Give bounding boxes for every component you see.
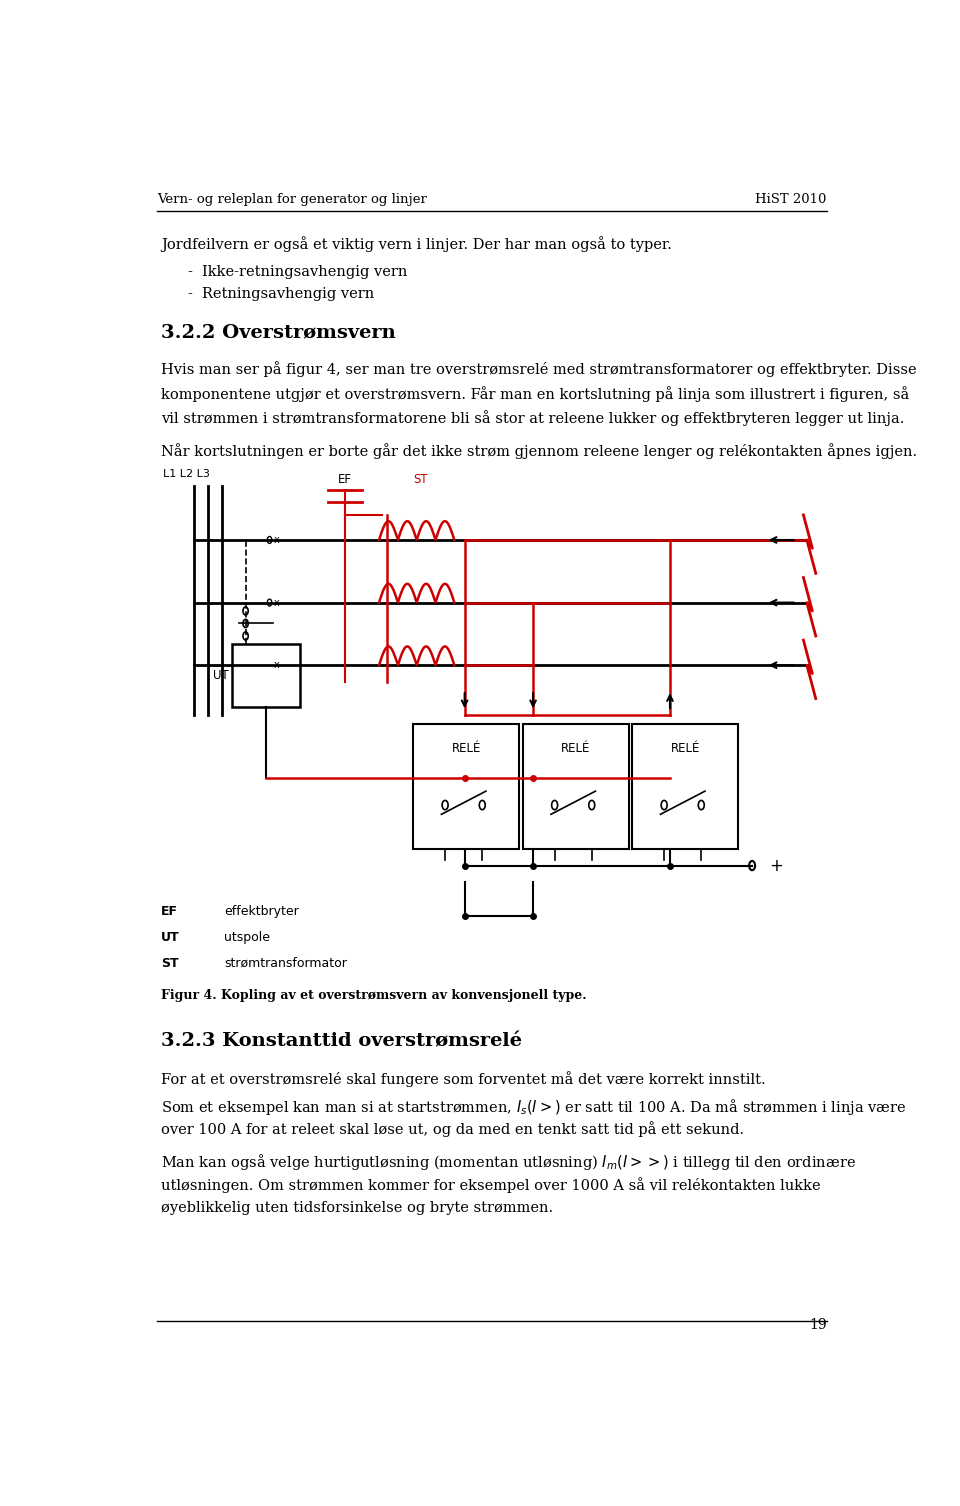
Text: Man kan også velge hurtigutløsning (momentan utløsning) $I_m(I>>)$ i tillegg til: Man kan også velge hurtigutløsning (mome… — [161, 1152, 855, 1173]
Text: RELÉ: RELÉ — [562, 742, 590, 755]
Text: -: - — [187, 288, 192, 301]
Text: Som et eksempel kan man si at startstrømmen, $I_s(I>)$ er satt til 100 A. Da må : Som et eksempel kan man si at startstrøm… — [161, 1096, 906, 1117]
Text: over 100 A for at releet skal løse ut, og da med en tenkt satt tid på ett sekund: over 100 A for at releet skal løse ut, o… — [161, 1120, 744, 1137]
Text: Hvis man ser på figur 4, ser man tre overstrømsrelé med strømtransformatorer og : Hvis man ser på figur 4, ser man tre ove… — [161, 361, 917, 378]
Text: Figur 4. Kopling av et overstrømsvern av konvensjonell type.: Figur 4. Kopling av et overstrømsvern av… — [161, 989, 587, 1001]
Text: EF: EF — [161, 905, 178, 919]
Text: RELÉ: RELÉ — [671, 742, 700, 755]
Text: EF: EF — [338, 473, 351, 486]
Text: 3.2.2 Overstrømsvern: 3.2.2 Overstrømsvern — [161, 324, 396, 342]
Text: ST: ST — [413, 473, 427, 486]
Text: Jordfeilvern er også et viktig vern i linjer. Der har man også to typer.: Jordfeilvern er også et viktig vern i li… — [161, 236, 672, 253]
Text: x: x — [274, 660, 279, 670]
Text: HiST 2010: HiST 2010 — [756, 193, 827, 206]
Text: For at et overstrømsrelé skal fungere som forventet må det være korrekt innstilt: For at et overstrømsrelé skal fungere so… — [161, 1071, 765, 1087]
Bar — [633, 724, 738, 849]
Text: 3.2.3 Konstanttid overstrømsrelé: 3.2.3 Konstanttid overstrømsrelé — [161, 1032, 522, 1050]
Text: UT: UT — [213, 669, 228, 682]
Bar — [414, 724, 519, 849]
Text: øyeblikkelig uten tidsforsinkelse og bryte strømmen.: øyeblikkelig uten tidsforsinkelse og bry… — [161, 1202, 553, 1215]
Text: utløsningen. Om strømmen kommer for eksempel over 1000 A så vil relékontakten lu: utløsningen. Om strømmen kommer for ekse… — [161, 1176, 821, 1193]
Bar — [523, 724, 629, 849]
Bar — [232, 645, 300, 706]
Text: Vern- og releplan for generator og linjer: Vern- og releplan for generator og linje… — [157, 193, 427, 206]
Text: Når kortslutningen er borte går det ikke strøm gjennom releene lenger og relékon: Når kortslutningen er borte går det ikke… — [161, 443, 917, 459]
Text: +: + — [769, 857, 783, 875]
Text: effektbryter: effektbryter — [225, 905, 299, 919]
Text: utspole: utspole — [225, 931, 270, 944]
Text: RELÉ: RELÉ — [451, 742, 481, 755]
Text: Retningsavhengig vern: Retningsavhengig vern — [202, 288, 374, 301]
Text: strømtransformator: strømtransformator — [225, 956, 347, 970]
Text: 19: 19 — [809, 1318, 827, 1333]
Text: ST: ST — [161, 956, 179, 970]
Text: L1 L2 L3: L1 L2 L3 — [163, 468, 210, 479]
Text: x: x — [274, 598, 279, 607]
Text: x: x — [274, 535, 279, 545]
Text: UT: UT — [161, 931, 180, 944]
Text: -: - — [187, 265, 192, 280]
Text: komponentene utgjør et overstrømsvern. Får man en kortslutning på linja som illu: komponentene utgjør et overstrømsvern. F… — [161, 386, 909, 402]
Text: Ikke-retningsavhengig vern: Ikke-retningsavhengig vern — [202, 265, 407, 280]
Text: vil strømmen i strømtransformatorene bli så stor at releene lukker og effektbryt: vil strømmen i strømtransformatorene bli… — [161, 410, 904, 426]
